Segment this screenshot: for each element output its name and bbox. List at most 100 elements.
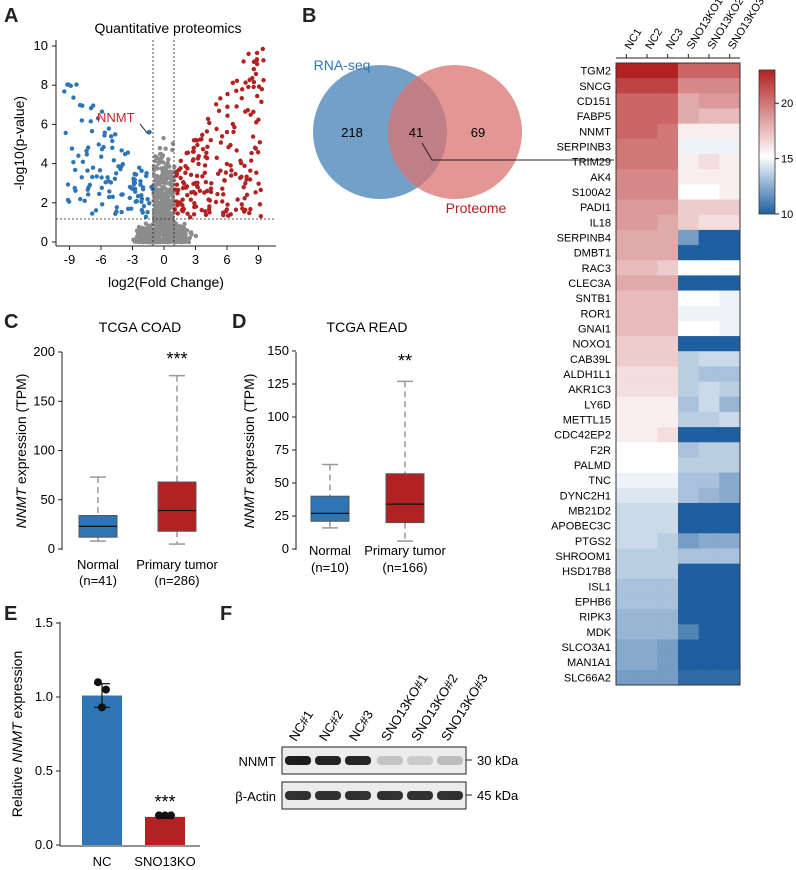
volcano-point-down bbox=[62, 89, 67, 94]
heatmap-row-label: IL18 bbox=[590, 217, 611, 229]
blot-bands bbox=[285, 756, 463, 800]
heatmap-cell bbox=[616, 351, 638, 367]
heatmap-cell bbox=[678, 320, 700, 337]
heatmap-cell bbox=[636, 609, 658, 625]
heatmap-cell bbox=[657, 320, 679, 337]
heatmap-cell bbox=[698, 624, 720, 640]
volcano-point-up bbox=[251, 79, 257, 85]
blot-band-actin bbox=[315, 791, 341, 800]
heatmap-cell bbox=[719, 108, 741, 125]
volcano-point-up bbox=[203, 154, 208, 160]
volcano-point-down bbox=[113, 171, 119, 176]
volcano-point-down bbox=[97, 168, 103, 173]
volcano-x-tick-label: 6 bbox=[223, 252, 230, 267]
heatmap-cell bbox=[698, 396, 720, 413]
volcano-point-down bbox=[143, 214, 149, 220]
volcano-point-up bbox=[197, 137, 203, 142]
heatmap-cell bbox=[657, 427, 679, 443]
heatmap-row-label: DMBT1 bbox=[574, 248, 611, 260]
volcano-point-down bbox=[120, 161, 126, 167]
heatmap-col-label: NC1 bbox=[623, 27, 645, 52]
volcano-point-up bbox=[196, 153, 201, 159]
heatmap-cell bbox=[719, 548, 741, 565]
heatmap-cell bbox=[657, 214, 679, 231]
volcano-point-ns bbox=[157, 190, 162, 196]
heatmap-row-label: MAN1A1 bbox=[567, 657, 611, 669]
heatmap-cell bbox=[657, 245, 679, 261]
heatmap-cell bbox=[719, 442, 741, 458]
heatmap-cell bbox=[698, 366, 720, 382]
heatmap-row-label: MB21D2 bbox=[568, 506, 611, 518]
heatmap-cell bbox=[657, 487, 679, 504]
volcano-point-ns bbox=[160, 169, 166, 175]
heatmap-cell bbox=[636, 502, 658, 519]
volcano-point-down bbox=[145, 197, 150, 202]
volcano-point-up bbox=[261, 58, 266, 63]
volcano-point-ns bbox=[165, 206, 170, 211]
heatmap-cell bbox=[678, 669, 700, 686]
volcano-y-ticks: 0 2 4 6 8 10 bbox=[34, 38, 56, 249]
heatmap-cell bbox=[678, 427, 700, 443]
blot-size-nnmt: 30 kDa bbox=[477, 753, 519, 768]
volcano-point-up bbox=[218, 168, 223, 173]
volcano-y-tick-label: 2 bbox=[41, 195, 48, 210]
volcano-point-up bbox=[251, 66, 257, 72]
heatmap-cell bbox=[657, 411, 679, 428]
volcano-point-up bbox=[194, 173, 200, 179]
heatmap-cell bbox=[636, 593, 658, 610]
volcano-point-up bbox=[203, 212, 209, 218]
heatmap-row-label: SLCO3A1 bbox=[561, 642, 611, 654]
heatmap-cell bbox=[657, 639, 679, 656]
heatmap-cell bbox=[636, 578, 658, 595]
y-tick-label: 75 bbox=[275, 442, 289, 457]
volcano-point-up bbox=[204, 150, 209, 155]
volcano-point-ns bbox=[166, 189, 171, 194]
heatmap-row-label: SERPINB4 bbox=[557, 232, 611, 244]
volcano-point-ns bbox=[182, 221, 187, 227]
blot-band-actin bbox=[345, 791, 371, 800]
volcano-point-up bbox=[214, 155, 219, 161]
heatmap-cell bbox=[636, 639, 658, 656]
nnmt-label: NNMT bbox=[97, 110, 135, 125]
volcano-point-down bbox=[106, 126, 112, 131]
volcano-point-up bbox=[257, 202, 263, 207]
volcano-x-tick-label: 0 bbox=[160, 252, 167, 267]
venn-proteome-label: Proteome bbox=[446, 200, 507, 216]
volcano-point-ns bbox=[161, 236, 166, 241]
heatmap-cell bbox=[698, 336, 720, 352]
volcano-point-up bbox=[251, 109, 256, 115]
volcano-point-up bbox=[174, 171, 180, 176]
volcano-point-up bbox=[205, 188, 210, 194]
box-plot-read: TCGA READ 0 25 50 75 100 125 150 ** NNMT expre… bbox=[241, 319, 446, 575]
heatmap-cell bbox=[616, 154, 638, 170]
heatmap-cell bbox=[698, 381, 720, 398]
heatmap-cell bbox=[678, 624, 700, 640]
heatmap-cell bbox=[657, 396, 679, 413]
venn-count-overlap: 41 bbox=[409, 125, 423, 140]
volcano-point-up bbox=[191, 138, 197, 143]
volcano-point-up bbox=[181, 206, 187, 212]
volcano-point-up bbox=[207, 198, 213, 203]
heatmap-row-label: HSD17B8 bbox=[562, 566, 611, 578]
heatmap-cell bbox=[678, 169, 700, 185]
heatmap-cell bbox=[657, 366, 679, 382]
volcano-point-up bbox=[228, 163, 233, 168]
heatmap-cell bbox=[616, 396, 638, 413]
heatmap-cell bbox=[616, 184, 638, 200]
blot-band-actin bbox=[285, 791, 311, 800]
heatmap-cell bbox=[616, 427, 638, 443]
heatmap-cell bbox=[657, 154, 679, 170]
bar-y-tick-label: 1.0 bbox=[35, 689, 53, 704]
heatmap-cell bbox=[616, 563, 638, 580]
bar-y-tick-label: 0.0 bbox=[35, 837, 53, 852]
volcano-point-down bbox=[85, 168, 90, 173]
heatmap-cell bbox=[636, 214, 658, 231]
volcano-point-down bbox=[99, 202, 105, 207]
heatmap-cell bbox=[616, 533, 638, 549]
heatmap-cell bbox=[719, 472, 741, 489]
heatmap-cell bbox=[616, 229, 638, 246]
volcano-point-up bbox=[207, 204, 212, 209]
heatmap-cell bbox=[678, 229, 700, 246]
volcano-point-up bbox=[196, 161, 201, 167]
heatmap-cell bbox=[698, 154, 720, 170]
